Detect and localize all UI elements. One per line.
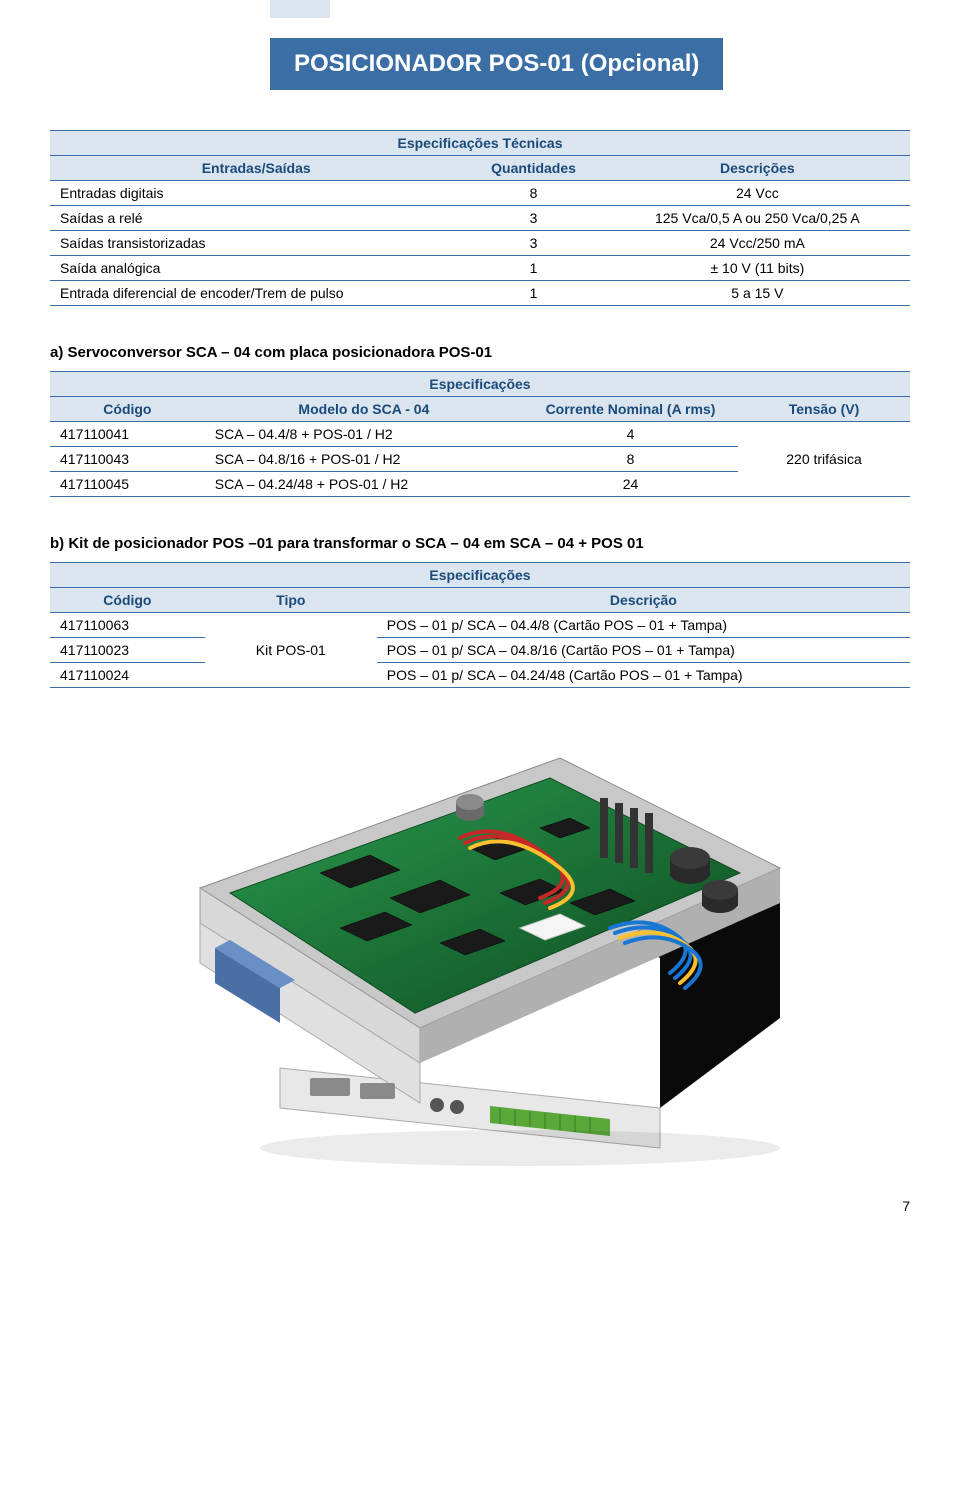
section-a-label: a) Servoconversor SCA – 04 com placa pos… bbox=[50, 344, 910, 361]
table-row: Saídas a relé3125 Vca/0,5 A ou 250 Vca/0… bbox=[50, 206, 910, 231]
table2-col1: Modelo do SCA - 04 bbox=[205, 397, 523, 422]
table-row: 417110023POS – 01 p/ SCA – 04.8/16 (Cart… bbox=[50, 638, 910, 663]
table1-col0: Entradas/Saídas bbox=[50, 156, 462, 181]
table1-col1: Quantidades bbox=[462, 156, 604, 181]
product-image bbox=[50, 728, 910, 1168]
table3-col1: Tipo bbox=[205, 588, 377, 613]
table-row: Entrada diferencial de encoder/Trem de p… bbox=[50, 281, 910, 306]
table2-col0: Código bbox=[50, 397, 205, 422]
table2-col3: Tensão (V) bbox=[738, 397, 910, 422]
section-b-label: b) Kit de posicionador POS –01 para tran… bbox=[50, 535, 910, 552]
page-title: POSICIONADOR POS-01 (Opcional) bbox=[270, 38, 723, 90]
table3-span-header: Especificações bbox=[50, 563, 910, 588]
table-row: 417110063Kit POS-01POS – 01 p/ SCA – 04.… bbox=[50, 613, 910, 638]
decorative-notch bbox=[270, 0, 330, 18]
table-row: Saída analógica1± 10 V (11 bits) bbox=[50, 256, 910, 281]
table1-col2: Descrições bbox=[605, 156, 910, 181]
servo-table: Especificações Código Modelo do SCA - 04… bbox=[50, 371, 910, 497]
kit-table: Especificações Código Tipo Descrição 417… bbox=[50, 562, 910, 688]
tech-specs-table: Especificações Técnicas Entradas/Saídas … bbox=[50, 130, 910, 306]
table-row: 417110041SCA – 04.4/8 + POS-01 / H24220 … bbox=[50, 422, 910, 447]
circuit-board-icon bbox=[140, 728, 820, 1168]
table3-col0: Código bbox=[50, 588, 205, 613]
table-row: 417110024POS – 01 p/ SCA – 04.24/48 (Car… bbox=[50, 663, 910, 688]
table1-span-header: Especificações Técnicas bbox=[50, 131, 910, 156]
page-number: 7 bbox=[50, 1198, 910, 1214]
table2-span-header: Especificações bbox=[50, 372, 910, 397]
table-row: Saídas transistorizadas324 Vcc/250 mA bbox=[50, 231, 910, 256]
table3-col2: Descrição bbox=[377, 588, 910, 613]
table2-col2: Corrente Nominal (A rms) bbox=[523, 397, 738, 422]
table-row: Entradas digitais824 Vcc bbox=[50, 181, 910, 206]
